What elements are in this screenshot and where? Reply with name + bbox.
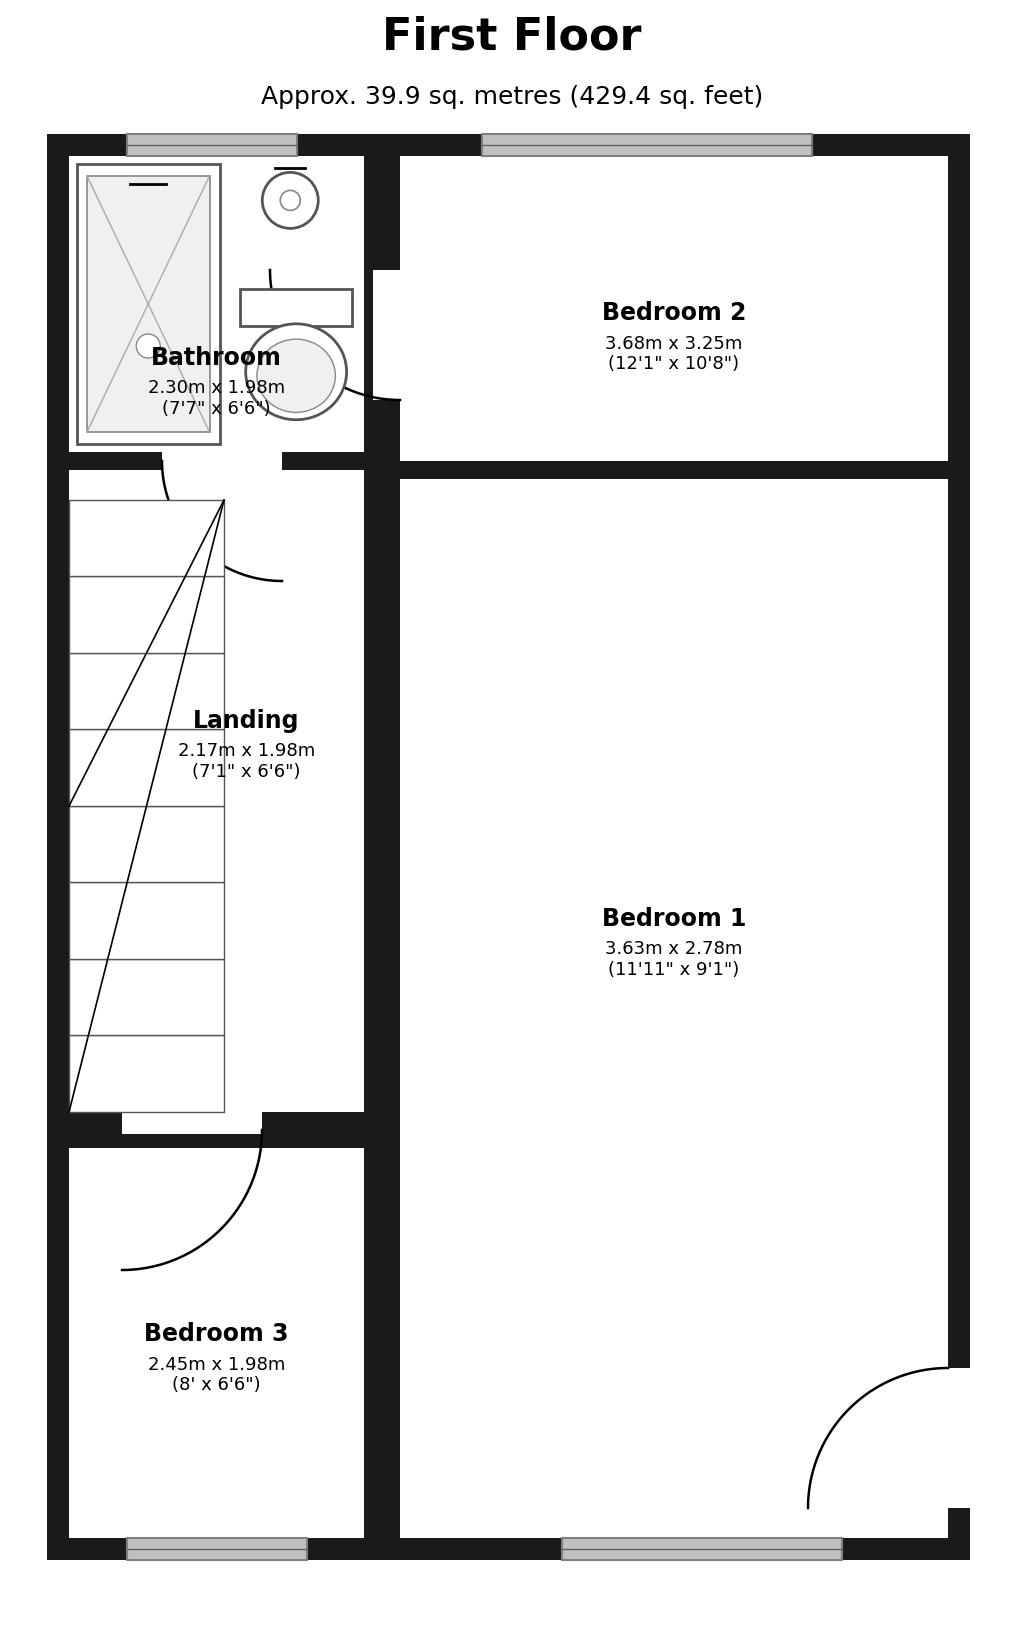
Circle shape (136, 334, 160, 358)
Text: (7'1" x 6'6"): (7'1" x 6'6") (193, 763, 301, 781)
Bar (240, 289, 352, 327)
Text: 2.17m x 1.98m: 2.17m x 1.98m (178, 743, 315, 761)
Text: 2.45m x 1.98m: 2.45m x 1.98m (147, 1356, 286, 1374)
Text: Landing: Landing (194, 709, 300, 733)
Bar (400, 460, 948, 478)
Bar (373, 270, 400, 399)
Ellipse shape (257, 339, 336, 413)
Text: Bathroom: Bathroom (152, 345, 282, 370)
Bar (162, 450, 282, 472)
Bar (69, 958, 224, 1036)
Text: (12'1" x 10'8"): (12'1" x 10'8") (608, 355, 739, 373)
Circle shape (281, 191, 300, 210)
Text: 3.63m x 2.78m: 3.63m x 2.78m (605, 940, 742, 958)
Text: First Floor: First Floor (382, 15, 642, 59)
Bar (400, 478, 948, 1539)
Bar (69, 500, 224, 577)
Bar (77, 164, 219, 444)
Bar (127, 1539, 307, 1560)
Ellipse shape (246, 324, 346, 419)
Bar (87, 176, 210, 432)
Bar (69, 470, 364, 1111)
Bar (562, 1539, 842, 1560)
Circle shape (262, 173, 318, 229)
Bar (127, 135, 297, 156)
Text: (11'11" x 9'1"): (11'11" x 9'1") (608, 962, 739, 978)
Bar (69, 653, 224, 730)
Text: (8' x 6'6"): (8' x 6'6") (172, 1376, 261, 1394)
Bar (482, 135, 812, 156)
Bar (69, 730, 224, 806)
Text: 3.68m x 3.25m: 3.68m x 3.25m (605, 335, 742, 352)
Bar (69, 1148, 364, 1539)
Bar (69, 806, 224, 883)
Bar (69, 883, 224, 958)
Text: Approx. 39.9 sq. metres (429.4 sq. feet): Approx. 39.9 sq. metres (429.4 sq. feet) (261, 85, 763, 109)
Text: 2.30m x 1.98m: 2.30m x 1.98m (147, 380, 285, 398)
Bar (946, 1368, 972, 1508)
Bar (69, 156, 364, 452)
Bar (69, 577, 224, 653)
Bar (918, 1338, 948, 1368)
Text: Bedroom 3: Bedroom 3 (144, 1322, 289, 1346)
Bar (47, 135, 970, 1560)
Text: Bedroom 2: Bedroom 2 (602, 301, 746, 326)
Bar (400, 156, 948, 460)
Text: (7'7" x 6'6"): (7'7" x 6'6") (162, 399, 270, 418)
Bar (69, 1036, 224, 1111)
Bar (122, 1108, 262, 1134)
Text: Bedroom 1: Bedroom 1 (602, 906, 746, 931)
